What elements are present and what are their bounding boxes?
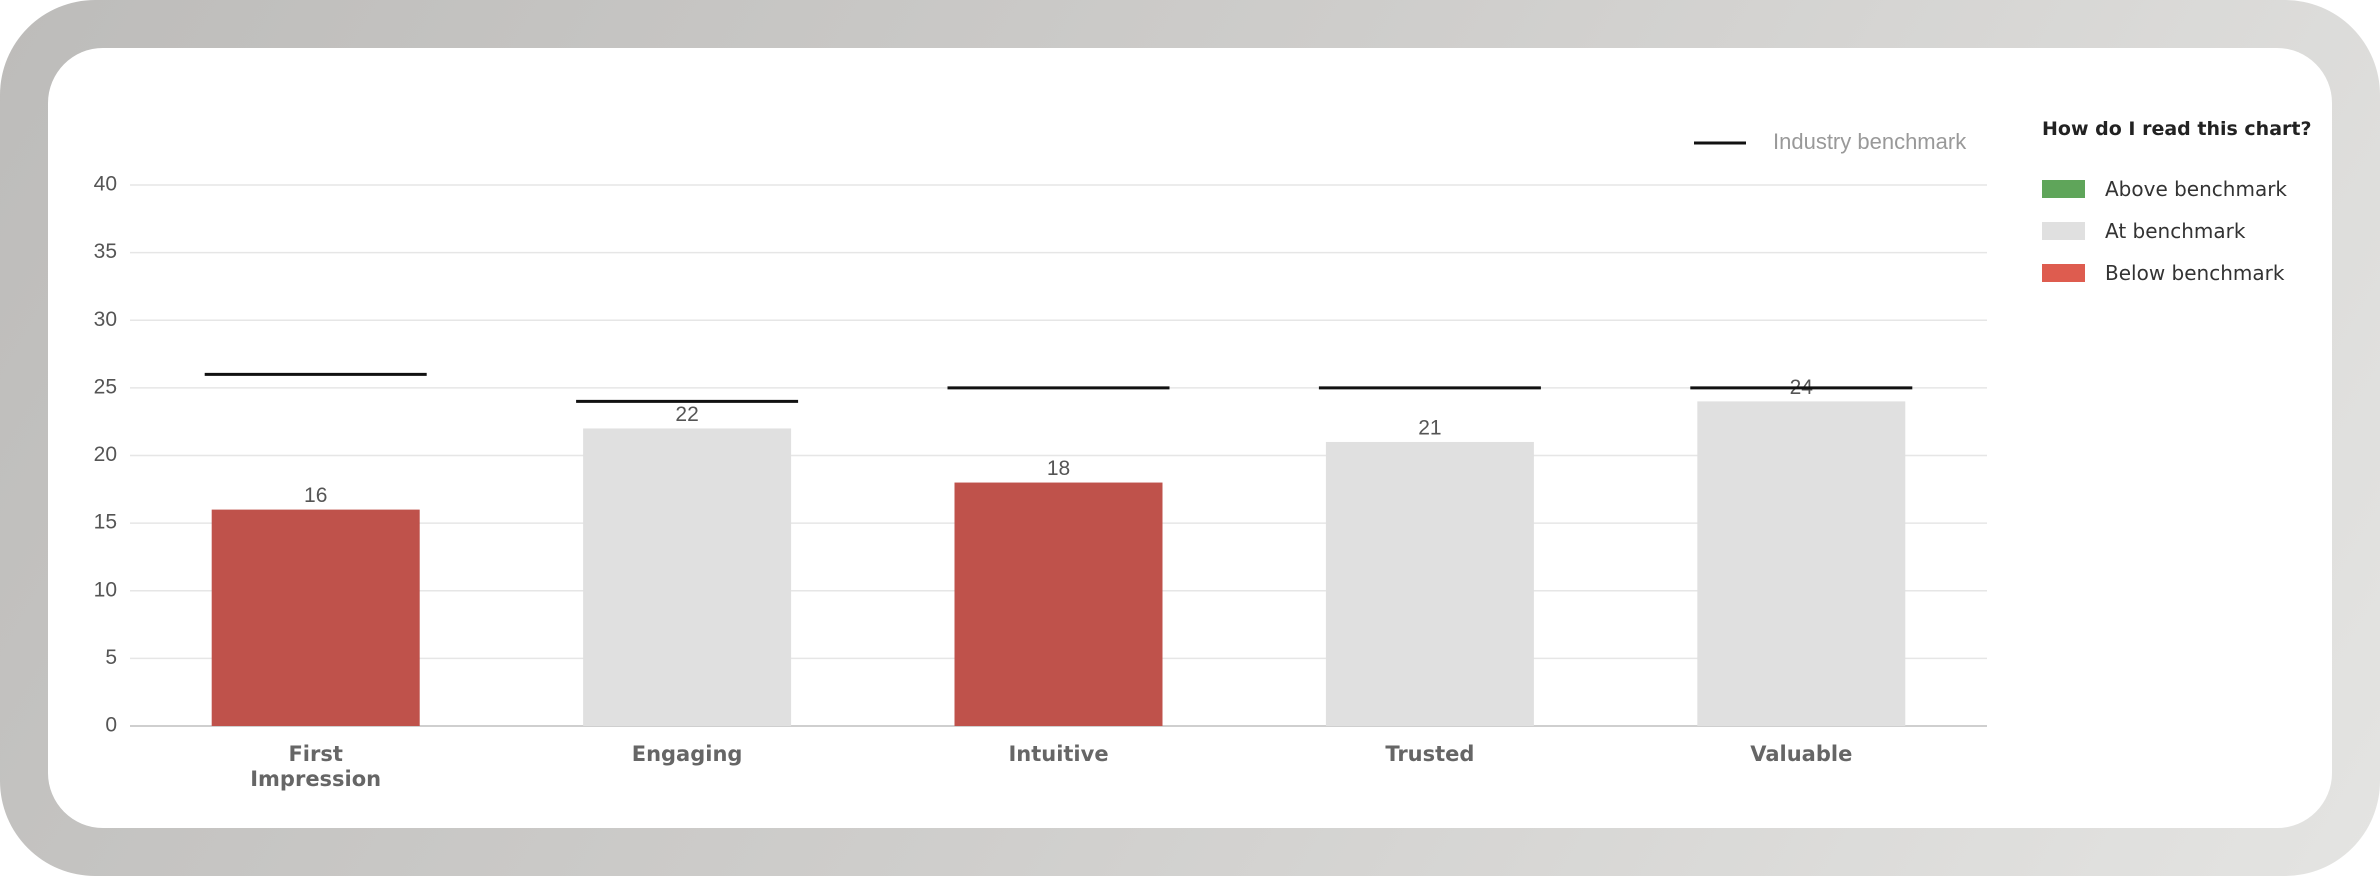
bar	[211, 509, 420, 726]
y-tick-label: 15	[94, 511, 117, 534]
x-tick-label: Valuable	[1750, 742, 1853, 766]
bar	[1697, 401, 1906, 726]
x-tick-label: First Impression	[250, 742, 382, 791]
key-label: At benchmark	[2105, 219, 2246, 243]
key-swatch	[2042, 264, 2085, 282]
value-label: 16	[304, 484, 327, 507]
key-label: Below benchmark	[2105, 261, 2285, 285]
value-label: 22	[675, 403, 698, 426]
key-item: At benchmark	[2042, 210, 2312, 252]
bar	[1325, 441, 1534, 726]
y-tick-label: 5	[105, 646, 117, 669]
legend-label: Industry benchmark	[1773, 129, 1967, 154]
x-tick-label: Intuitive	[1008, 742, 1109, 766]
y-tick-label: 10	[94, 578, 117, 601]
y-tick-label: 25	[94, 375, 117, 398]
y-tick-label: 40	[94, 173, 117, 196]
key-swatch	[2042, 222, 2085, 240]
y-tick-label: 20	[94, 443, 117, 466]
key-label: Above benchmark	[2105, 177, 2288, 201]
card	[48, 48, 2332, 828]
value-label: 21	[1418, 417, 1441, 440]
x-tick-label: Engaging	[631, 742, 743, 766]
bar	[583, 428, 792, 726]
y-tick-label: 0	[105, 714, 117, 737]
y-tick-label: 35	[94, 240, 117, 263]
key-item: Above benchmark	[2042, 168, 2312, 210]
value-label: 18	[1047, 457, 1070, 480]
key-swatch	[2042, 180, 2085, 198]
bar	[954, 482, 1163, 726]
x-tick-label: Trusted	[1385, 742, 1475, 766]
key-panel: How do I read this chart? Above benchmar…	[2042, 118, 2312, 294]
y-tick-label: 30	[94, 308, 117, 331]
key-title: How do I read this chart?	[2042, 118, 2312, 140]
key-item: Below benchmark	[2042, 252, 2312, 294]
